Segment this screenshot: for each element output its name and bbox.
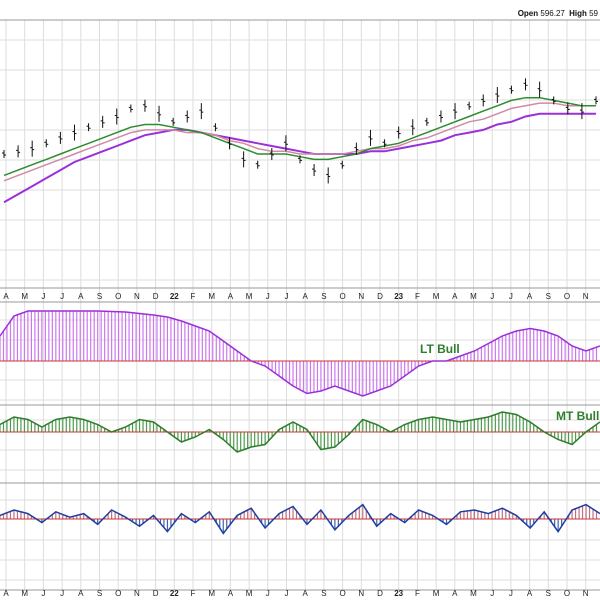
ma-long-line	[3, 112, 596, 204]
x-tick-label-bottom: M	[470, 589, 477, 598]
x-tick-label-bottom: J	[490, 589, 494, 598]
x-tick-label-bottom: F	[191, 589, 196, 598]
x-tick-label: J	[285, 292, 289, 301]
x-tick-label-bottom: S	[97, 589, 102, 598]
x-tick-label-bottom: N	[358, 589, 364, 598]
x-tick-label: M	[470, 292, 477, 301]
x-tick-label: O	[564, 292, 570, 301]
x-tick-label: N	[134, 292, 140, 301]
x-tick-label: D	[377, 292, 383, 301]
x-tick-label: 23	[394, 292, 403, 301]
x-tick-label: J	[60, 292, 64, 301]
open-value: 596.27	[540, 9, 565, 18]
x-tick-label: M	[433, 292, 440, 301]
x-tick-label-bottom: S	[546, 589, 551, 598]
x-tick-label: A	[527, 292, 533, 301]
x-tick-label: S	[321, 292, 326, 301]
x-tick-label: O	[115, 292, 121, 301]
x-tick-label-bottom: 22	[170, 589, 179, 598]
x-tick-label: S	[97, 292, 102, 301]
high-value: 59	[589, 9, 598, 18]
x-tick-label: M	[21, 292, 28, 301]
x-tick-label-bottom: F	[415, 589, 420, 598]
x-tick-label-bottom: O	[339, 589, 345, 598]
x-tick-label-bottom: A	[228, 589, 234, 598]
x-tick-label-bottom: N	[583, 589, 589, 598]
x-tick-label: A	[452, 292, 458, 301]
x-tick-label: A	[3, 292, 9, 301]
x-tick-label: S	[546, 292, 551, 301]
x-tick-label-bottom: J	[60, 589, 64, 598]
x-tick-label-bottom: M	[246, 589, 253, 598]
x-tick-label: O	[339, 292, 345, 301]
x-tick-label-bottom: S	[321, 589, 326, 598]
x-tick-label-bottom: O	[115, 589, 121, 598]
x-tick-label-bottom: A	[78, 589, 84, 598]
x-tick-label-bottom: J	[266, 589, 270, 598]
x-tick-label-bottom: 23	[394, 589, 403, 598]
open-label: Open	[517, 9, 539, 18]
x-tick-label: J	[490, 292, 494, 301]
x-tick-label-bottom: J	[41, 589, 45, 598]
x-tick-label: F	[191, 292, 196, 301]
x-tick-label: J	[41, 292, 45, 301]
st-line	[0, 503, 600, 535]
high-label: High	[569, 9, 587, 18]
x-tick-label: N	[583, 292, 589, 301]
ma-mid-line	[3, 102, 596, 182]
x-tick-label-bottom: M	[208, 589, 215, 598]
x-tick-label-bottom: A	[303, 589, 309, 598]
x-tick-label: A	[78, 292, 84, 301]
x-tick-label-bottom: O	[564, 589, 570, 598]
x-tick-label: 22	[170, 292, 179, 301]
x-tick-label-bottom: J	[285, 589, 289, 598]
x-tick-label: A	[228, 292, 234, 301]
x-tick-label: A	[303, 292, 309, 301]
x-tick-label-bottom: A	[527, 589, 533, 598]
x-tick-label-bottom: D	[153, 589, 159, 598]
x-tick-label: F	[415, 292, 420, 301]
price-readout: Open 596.27 High 59	[518, 9, 600, 18]
lt-annotation: LT Bull	[420, 342, 460, 356]
x-tick-label-bottom: M	[433, 589, 440, 598]
x-tick-label: M	[246, 292, 253, 301]
x-tick-label-bottom: A	[3, 589, 9, 598]
x-tick-label-bottom: A	[452, 589, 458, 598]
x-tick-label-bottom: J	[509, 589, 513, 598]
x-tick-label: J	[266, 292, 270, 301]
mt-annotation: MT Bull	[556, 409, 599, 423]
x-tick-label: J	[509, 292, 513, 301]
lt-line	[0, 310, 600, 397]
x-tick-label-bottom: D	[377, 589, 383, 598]
x-tick-label: M	[208, 292, 215, 301]
x-tick-label-bottom: M	[21, 589, 28, 598]
mt-line	[0, 411, 600, 453]
x-tick-label: N	[358, 292, 364, 301]
x-tick-label: D	[153, 292, 159, 301]
x-tick-label-bottom: N	[134, 589, 140, 598]
